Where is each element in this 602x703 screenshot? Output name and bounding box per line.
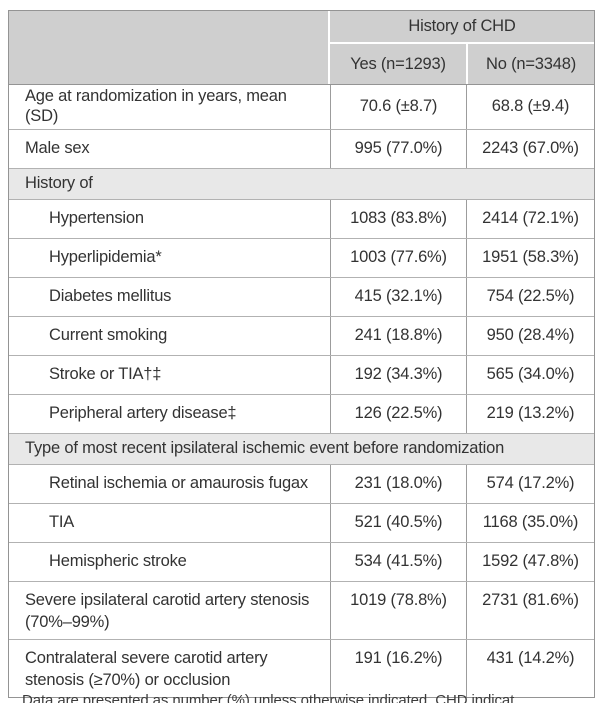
table-row-hypertension: Hypertension 1083 (83.8%) 2414 (72.1%) — [9, 198, 594, 238]
table-row-age: Age at randomization in years, mean (SD)… — [9, 84, 594, 129]
table-header: History of CHD Yes (n=1293) No (n=3348) — [9, 11, 594, 84]
table-row-stroke-or-tia: Stroke or TIA†‡ 192 (34.3%) 565 (34.0%) — [9, 354, 594, 394]
value-no: 754 (22.5%) — [466, 277, 594, 316]
row-label: Hyperlipidemia* — [49, 247, 162, 266]
value-yes: 995 (77.0%) — [330, 129, 466, 168]
footnote-text: Data are presented as number (%) unless … — [22, 692, 515, 703]
table-row-contralateral-stenosis: Contralateral severe carotid artery sten… — [9, 638, 594, 697]
value-yes: 241 (18.8%) — [330, 316, 466, 355]
header-col-no: No (n=3348) — [466, 44, 594, 84]
table-row-diabetes: Diabetes mellitus 415 (32.1%) 754 (22.5%… — [9, 276, 594, 316]
value-no: 565 (34.0%) — [466, 355, 594, 394]
table-row-tia: TIA 521 (40.5%) 1168 (35.0%) — [9, 502, 594, 542]
header-col-yes: Yes (n=1293) — [330, 44, 466, 84]
row-label: Contralateral severe carotid artery sten… — [25, 648, 268, 689]
value-no: 1951 (58.3%) — [466, 238, 594, 277]
value-no: 2731 (81.6%) — [466, 581, 594, 639]
value-no: 2414 (72.1%) — [466, 199, 594, 238]
row-label: Severe ipsilateral carotid artery stenos… — [25, 590, 310, 631]
value-yes: 191 (16.2%) — [330, 639, 466, 697]
value-no: 574 (17.2%) — [466, 464, 594, 503]
value-no: 219 (13.2%) — [466, 394, 594, 433]
section-row-event-type: Type of most recent ipsilateral ischemic… — [9, 432, 594, 464]
value-no: 431 (14.2%) — [466, 639, 594, 697]
value-no: 1592 (47.8%) — [466, 542, 594, 581]
table-row-peripheral-artery-disease: Peripheral artery disease‡ 126 (22.5%) 2… — [9, 393, 594, 433]
table-row-current-smoking: Current smoking 241 (18.8%) 950 (28.4%) — [9, 315, 594, 355]
section-row-history-of: History of — [9, 167, 594, 199]
row-label: Diabetes mellitus — [49, 286, 172, 305]
row-label: Hemispheric stroke — [49, 551, 187, 570]
row-label: Retinal ischemia or amaurosis fugax — [49, 473, 308, 492]
value-yes: 192 (34.3%) — [330, 355, 466, 394]
header-corner-cell — [9, 11, 330, 84]
table-row-hyperlipidemia: Hyperlipidemia* 1003 (77.6%) 1951 (58.3%… — [9, 237, 594, 277]
value-yes: 1003 (77.6%) — [330, 238, 466, 277]
row-label: TIA — [49, 512, 75, 531]
table-row-hemispheric-stroke: Hemispheric stroke 534 (41.5%) 1592 (47.… — [9, 541, 594, 581]
value-yes: 126 (22.5%) — [330, 394, 466, 433]
value-yes: 1083 (83.8%) — [330, 199, 466, 238]
baseline-characteristics-table: History of CHD Yes (n=1293) No (n=3348) … — [8, 10, 595, 698]
row-label: Age at randomization in years, mean (SD) — [25, 87, 287, 125]
header-group-cell: History of CHD — [330, 11, 594, 44]
table-row-severe-ipsilateral-stenosis: Severe ipsilateral carotid artery stenos… — [9, 580, 594, 639]
table-footnote: Data are presented as number (%) unless … — [8, 692, 598, 703]
value-yes: 1019 (78.8%) — [330, 581, 466, 639]
value-yes: 70.6 (±8.7) — [330, 85, 466, 129]
value-yes: 415 (32.1%) — [330, 277, 466, 316]
value-no: 950 (28.4%) — [466, 316, 594, 355]
value-yes: 231 (18.0%) — [330, 464, 466, 503]
table-row-retinal-ischemia: Retinal ischemia or amaurosis fugax 231 … — [9, 463, 594, 503]
row-label: Stroke or TIA†‡ — [49, 364, 162, 383]
value-no: 68.8 (±9.4) — [466, 85, 594, 129]
value-no: 2243 (67.0%) — [466, 129, 594, 168]
value-yes: 534 (41.5%) — [330, 542, 466, 581]
row-label: Hypertension — [49, 208, 144, 227]
row-label: Male sex — [25, 138, 90, 157]
row-label: Current smoking — [49, 325, 168, 344]
value-yes: 521 (40.5%) — [330, 503, 466, 542]
row-label: Peripheral artery disease‡ — [49, 403, 237, 422]
value-no: 1168 (35.0%) — [466, 503, 594, 542]
table-row-male-sex: Male sex 995 (77.0%) 2243 (67.0%) — [9, 128, 594, 168]
